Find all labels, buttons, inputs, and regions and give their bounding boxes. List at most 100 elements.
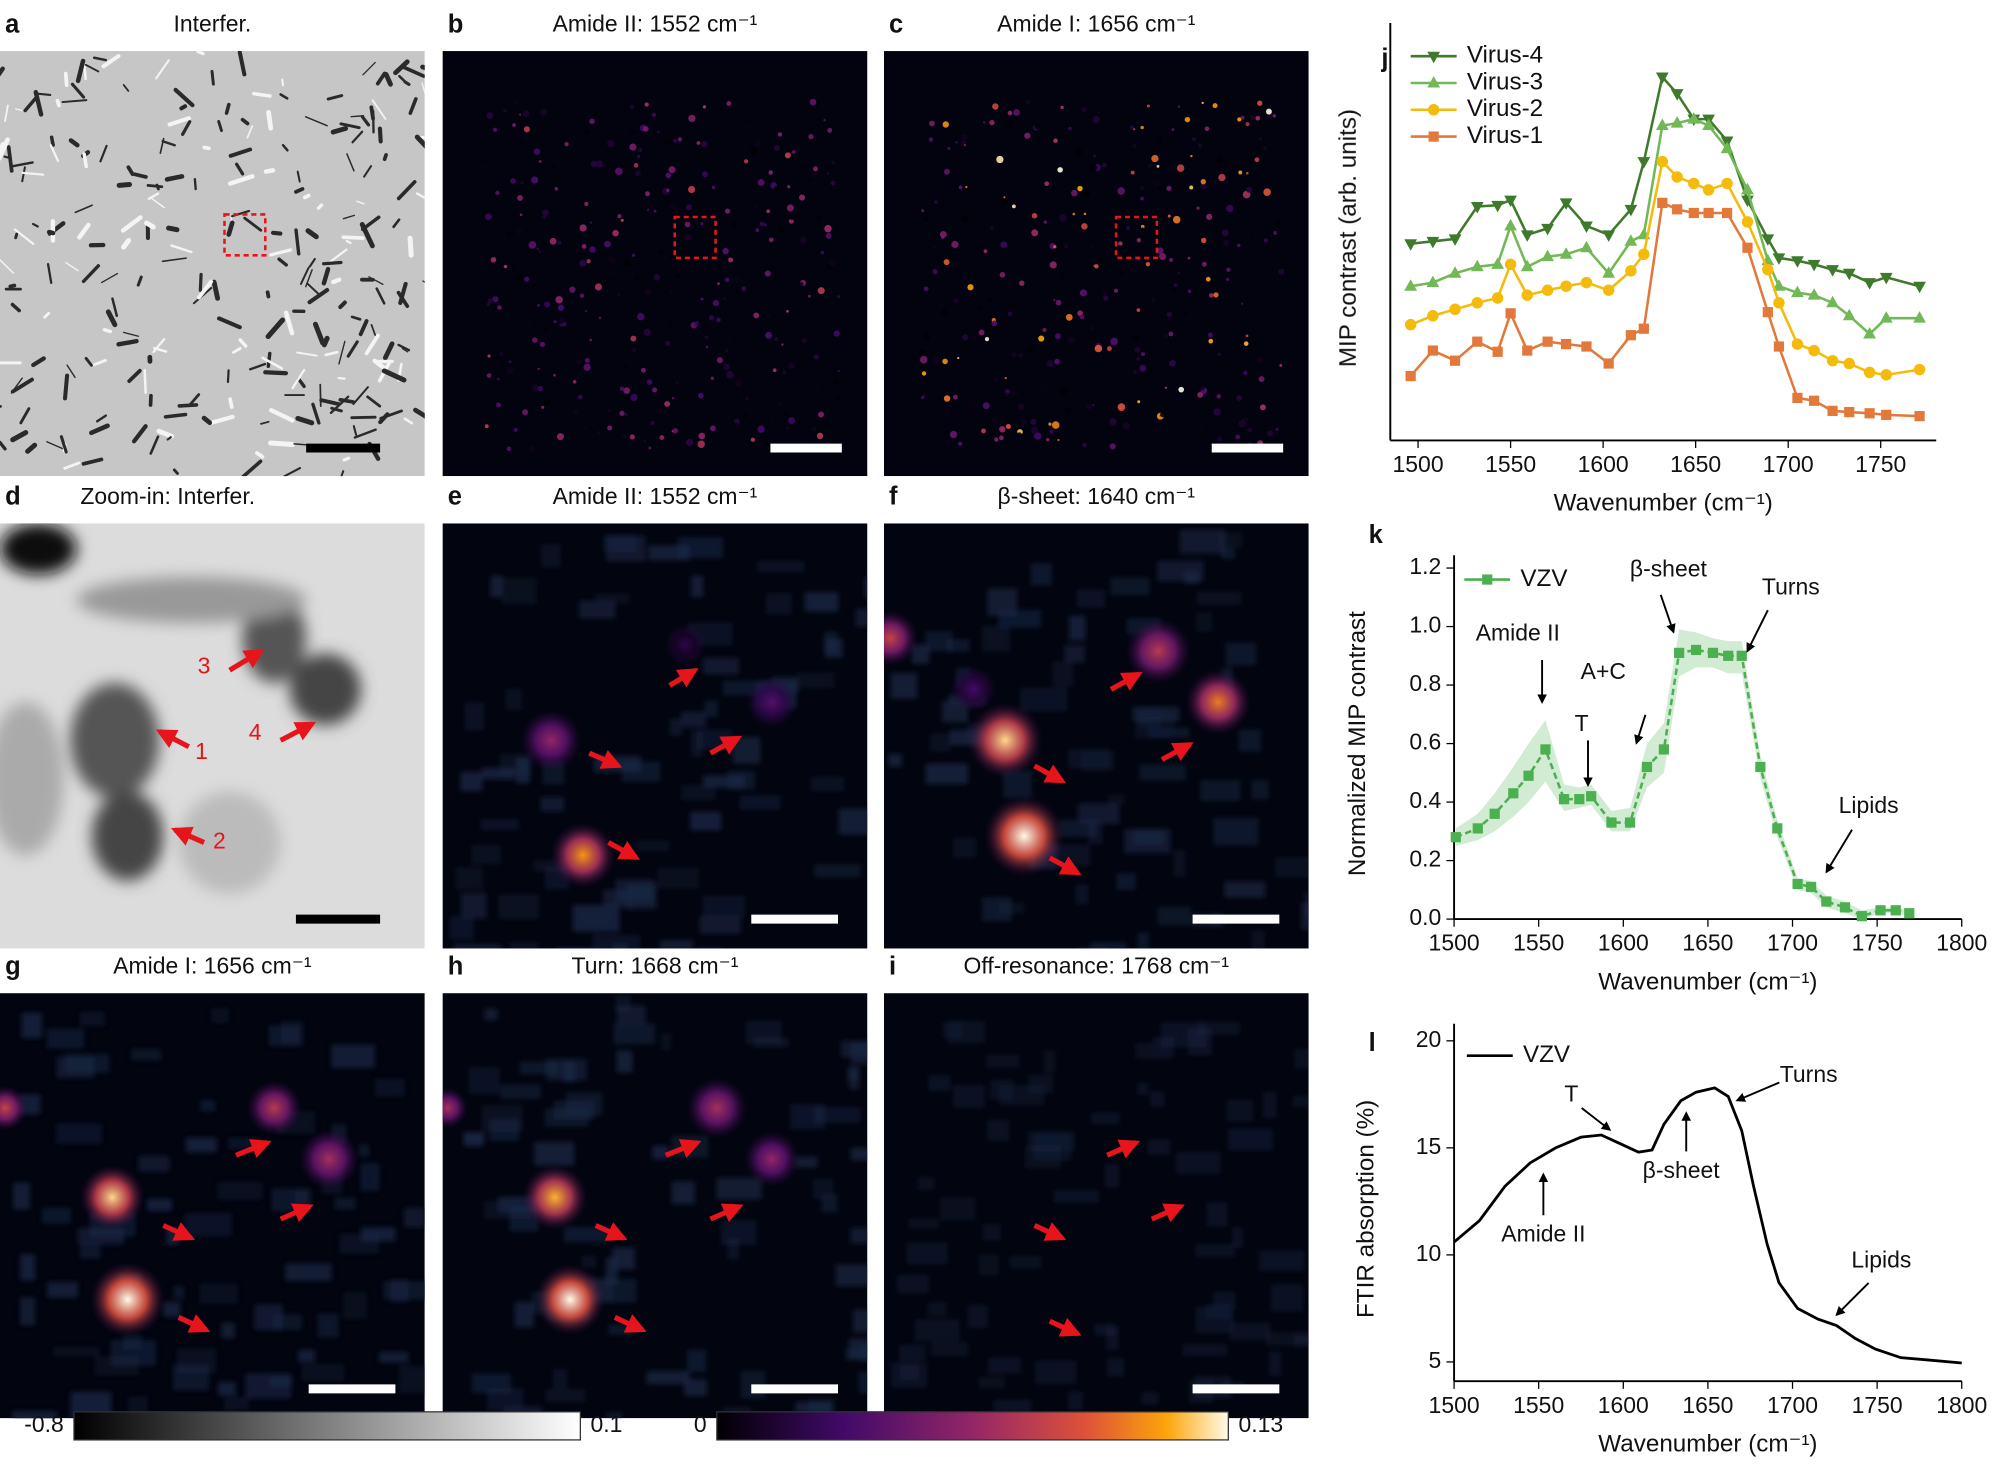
- texture: [929, 137, 934, 142]
- texture: [947, 147, 950, 150]
- point: [1688, 178, 1699, 189]
- texture: [787, 185, 790, 188]
- texture: [1142, 307, 1148, 313]
- texture: [465, 702, 484, 730]
- legend-label: VZV: [1520, 565, 1568, 592]
- texture: [56, 1123, 102, 1144]
- texture: [245, 1373, 291, 1398]
- texture: [595, 283, 602, 290]
- texture: [1228, 1128, 1273, 1150]
- texture: [851, 1148, 881, 1161]
- texture: [927, 1302, 946, 1316]
- panel-letter: f: [889, 483, 898, 511]
- texture: [1092, 404, 1094, 406]
- texture: [832, 161, 835, 164]
- texture: [1077, 186, 1082, 191]
- texture: [579, 260, 586, 267]
- texture: [1137, 308, 1141, 312]
- texture: [677, 207, 684, 214]
- texture: [305, 196, 309, 198]
- texture: [506, 230, 511, 235]
- texture: [1252, 930, 1265, 954]
- texture: [1196, 612, 1213, 632]
- texture: [564, 142, 568, 146]
- texture: [735, 379, 743, 387]
- texture: [266, 170, 273, 171]
- annotation: Lipids: [1851, 1246, 1911, 1272]
- texture: [661, 1033, 672, 1050]
- texture: [957, 357, 959, 359]
- texture: [1011, 352, 1016, 357]
- texture: [1221, 548, 1235, 559]
- point: [1559, 794, 1569, 804]
- legend-label: VZV: [1523, 1041, 1571, 1068]
- texture: [813, 166, 818, 171]
- point: [1844, 358, 1855, 369]
- texture: [944, 395, 950, 401]
- panel-letter: e: [448, 483, 462, 511]
- texture: [343, 237, 362, 238]
- texture: [757, 426, 764, 433]
- texture: [391, 1280, 409, 1302]
- texture: [620, 387, 624, 391]
- x-tick-label: 1750: [1852, 1392, 1903, 1418]
- panel-letter: h: [448, 952, 464, 980]
- texture: [781, 343, 783, 345]
- point: [1827, 406, 1837, 416]
- texture: [1006, 120, 1014, 128]
- texture: [985, 337, 989, 341]
- texture: [645, 102, 649, 106]
- texture: [1177, 164, 1185, 172]
- texture: [991, 418, 995, 422]
- texture: [726, 371, 734, 379]
- x-tick-label: 1500: [1393, 451, 1444, 477]
- texture: [817, 433, 823, 439]
- texture: [700, 916, 741, 934]
- texture: [488, 298, 493, 303]
- texture: [1131, 289, 1136, 294]
- texture: [520, 214, 523, 217]
- texture: [834, 330, 840, 336]
- legend-label: Virus-2: [1467, 95, 1543, 122]
- texture: [1097, 111, 1100, 114]
- texture: [1294, 1049, 1342, 1069]
- texture: [584, 130, 590, 136]
- texture: [969, 400, 976, 407]
- annotation: T: [1575, 710, 1589, 736]
- texture: [1047, 386, 1049, 388]
- texture: [731, 335, 738, 342]
- point: [1808, 345, 1819, 356]
- texture: [331, 1045, 375, 1068]
- texture: [962, 334, 968, 340]
- texture: [676, 370, 679, 373]
- point: [1603, 285, 1614, 296]
- texture: [786, 427, 789, 430]
- texture: [814, 864, 861, 877]
- texture: [1259, 376, 1265, 382]
- texture: [711, 377, 714, 380]
- texture: [550, 238, 557, 245]
- texture: [1122, 118, 1125, 121]
- texture: [1216, 156, 1223, 163]
- texture: [1080, 314, 1085, 319]
- texture: [506, 367, 514, 375]
- texture: [948, 304, 950, 306]
- texture: [379, 1352, 408, 1363]
- texture: [994, 1399, 1032, 1413]
- texture: [1059, 275, 1063, 279]
- texture: [1071, 190, 1077, 197]
- panel-title: Zoom-in: Interfer.: [80, 483, 255, 509]
- texture: [669, 281, 671, 283]
- point: [1427, 310, 1438, 321]
- texture: [405, 82, 409, 84]
- texture: [765, 271, 771, 277]
- texture: [1118, 403, 1126, 411]
- point: [1689, 208, 1699, 218]
- image: [443, 523, 900, 974]
- texture: [658, 249, 663, 254]
- texture: [335, 1198, 356, 1210]
- texture: [487, 355, 490, 358]
- point: [1504, 219, 1517, 230]
- texture: [698, 433, 705, 440]
- texture: [544, 301, 550, 307]
